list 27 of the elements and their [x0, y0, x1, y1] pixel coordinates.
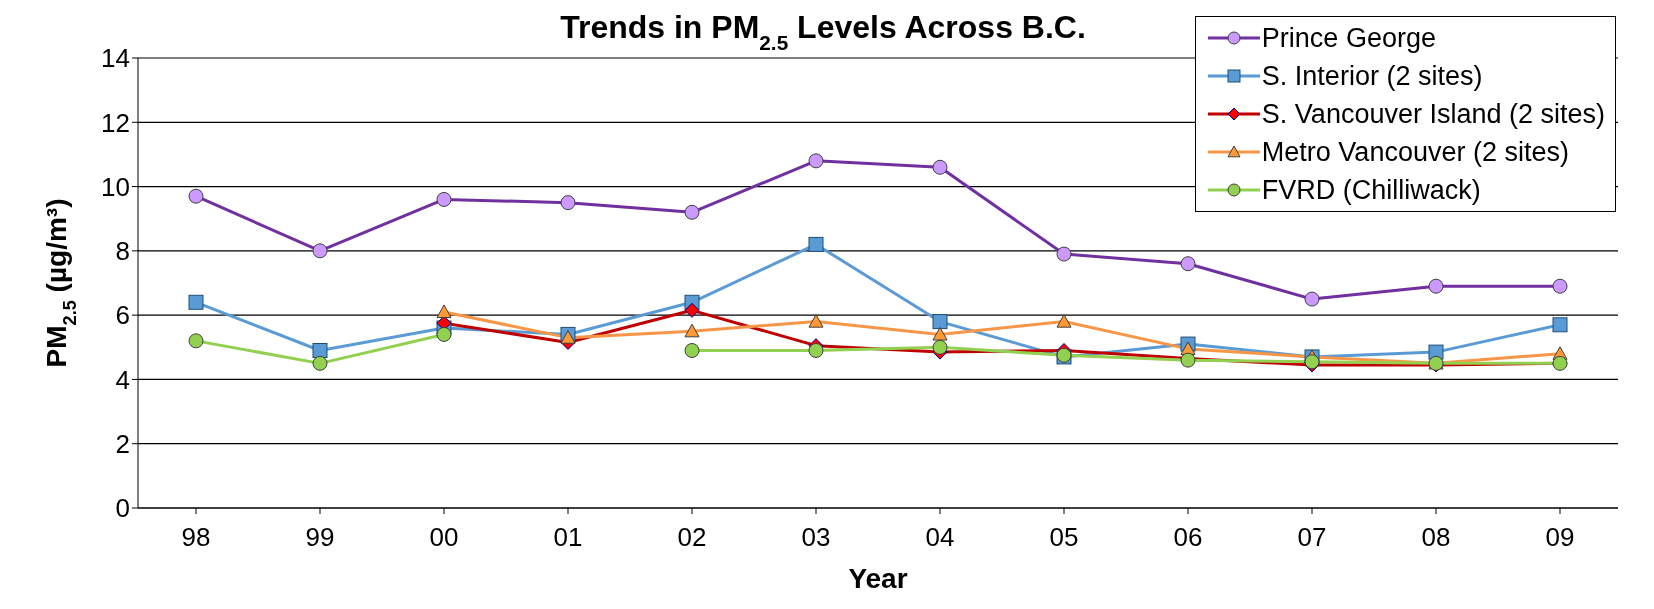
x-tick-label: 01	[553, 522, 583, 553]
legend-label: S. Vancouver Island (2 sites)	[1261, 98, 1605, 130]
y-tick-label: 12	[101, 107, 130, 138]
legend-label: FVRD (Chilliwack)	[1261, 174, 1481, 206]
x-tick-label: 05	[1049, 522, 1079, 553]
legend-label: Metro Vancouver (2 sites)	[1261, 136, 1569, 168]
x-tick-label: 08	[1421, 522, 1451, 553]
x-tick-label: 02	[677, 522, 707, 553]
chart-title: Trends in PM$_{2.5}$ Levels Across B.C.	[560, 9, 1086, 54]
x-tick-label: 98	[181, 522, 211, 553]
y-tick-label: 8	[115, 236, 130, 267]
y-tick-label: 6	[115, 300, 130, 331]
y-tick-label: 4	[115, 364, 130, 395]
y-tick-label: 14	[101, 43, 130, 74]
y-tick-label: 0	[115, 493, 130, 524]
x-tick-label: 06	[1173, 522, 1203, 553]
legend-label: Prince George	[1261, 22, 1436, 54]
x-tick-label: 00	[429, 522, 459, 553]
x-tick-label: 09	[1545, 522, 1575, 553]
x-axis-title: Year	[848, 563, 908, 594]
x-tick-label: 03	[801, 522, 831, 553]
x-tick-label: 07	[1297, 522, 1327, 553]
y-tick-label: 2	[115, 428, 130, 459]
legend-label: S. Interior (2 sites)	[1261, 60, 1483, 92]
y-tick-label: 10	[101, 171, 130, 202]
x-tick-label: 04	[925, 522, 955, 553]
x-tick-label: 99	[305, 522, 335, 553]
